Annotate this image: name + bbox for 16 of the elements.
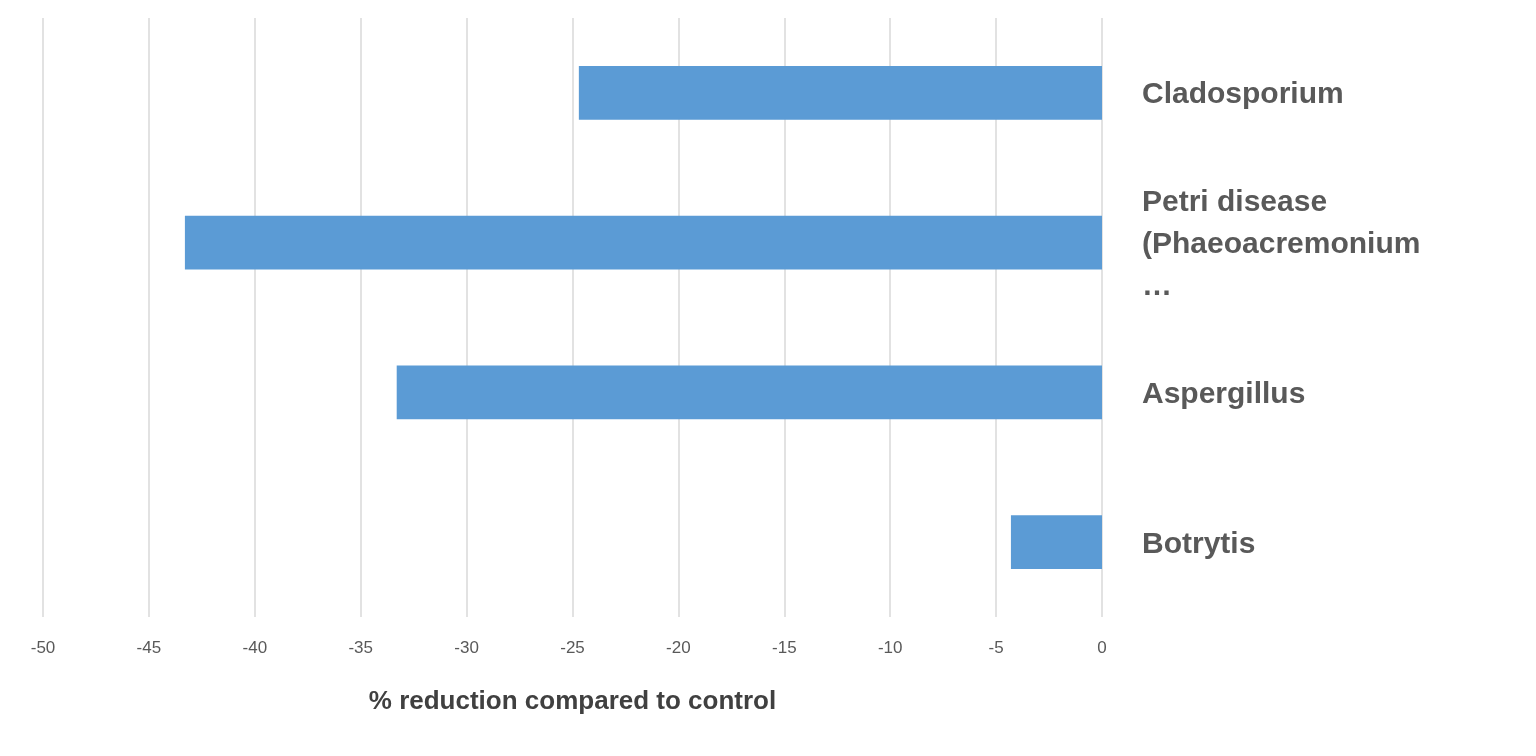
y-tick-label: Botrytis bbox=[1142, 525, 1256, 559]
y-tick-label: Cladosporium bbox=[1142, 76, 1344, 110]
x-tick-label: -15 bbox=[772, 638, 797, 657]
x-tick-label: -5 bbox=[988, 638, 1004, 657]
x-tick-label: -45 bbox=[136, 638, 162, 657]
x-tick-label: 0 bbox=[1097, 638, 1107, 657]
y-tick-label: Aspergillus bbox=[1142, 375, 1306, 409]
x-tick-label: -30 bbox=[454, 638, 479, 657]
x-tick-label: -20 bbox=[666, 638, 691, 657]
x-tick-label: -10 bbox=[877, 638, 903, 657]
y-tick-label: Petri disease (Phaeoacremonium… bbox=[1142, 184, 1421, 302]
x-tick-label: -35 bbox=[348, 638, 373, 657]
x-tick-label: -40 bbox=[242, 638, 268, 657]
x-axis-title: % reduction compared to control bbox=[368, 685, 777, 715]
x-tick-label: -25 bbox=[560, 638, 585, 657]
x-tick-label: -50 bbox=[30, 638, 56, 657]
